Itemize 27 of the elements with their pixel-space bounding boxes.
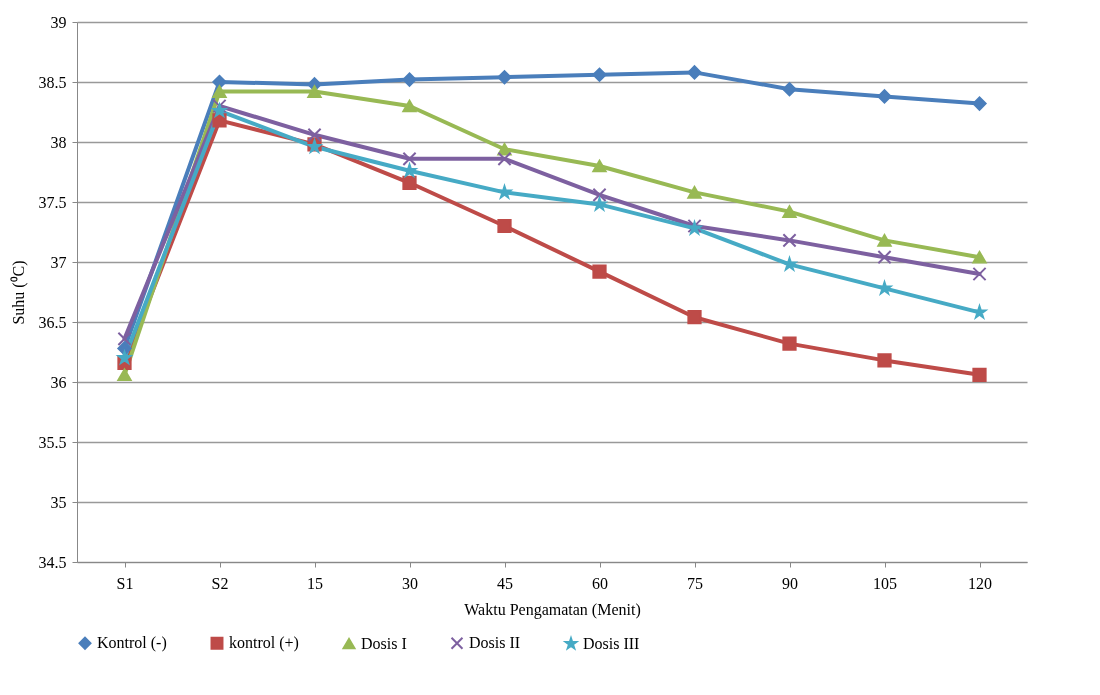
x-tick-label: 45: [497, 574, 513, 592]
legend-label: kontrol (+): [229, 634, 299, 653]
y-tick-label: 35: [50, 493, 67, 511]
legend-label: Dosis III: [583, 634, 640, 652]
y-tick-label: 34.5: [38, 553, 67, 571]
y-tick-label: 36: [50, 373, 67, 391]
x-tick-label: 105: [873, 574, 897, 592]
y-tick-label: 37: [50, 253, 67, 271]
x-tick-label: 60: [592, 574, 608, 592]
x-tick-label: 30: [402, 574, 418, 592]
y-tick-label: 37.5: [38, 193, 67, 211]
x-tick-label: 90: [782, 574, 798, 592]
y-tick-label: 39: [50, 13, 67, 31]
y-tick-label: 35.5: [38, 433, 67, 451]
legend-label: Dosis II: [469, 634, 521, 652]
legend-label: Dosis I: [361, 634, 407, 652]
y-tick-label: 38: [50, 133, 67, 151]
x-tick-label: 15: [307, 574, 323, 592]
x-tick-label: S1: [116, 574, 134, 592]
x-tick-label: 120: [968, 574, 992, 592]
y-tick-label: 36.5: [38, 313, 67, 331]
y-tick-label: 38.5: [38, 73, 67, 91]
x-tick-label: 75: [687, 574, 703, 592]
x-tick-label: S2: [211, 574, 229, 592]
legend-label: Kontrol (-): [97, 634, 167, 653]
x-axis-title: Waktu Pengamatan (Menit): [464, 600, 641, 619]
y-axis-title: Suhu (⁰C): [9, 260, 28, 325]
